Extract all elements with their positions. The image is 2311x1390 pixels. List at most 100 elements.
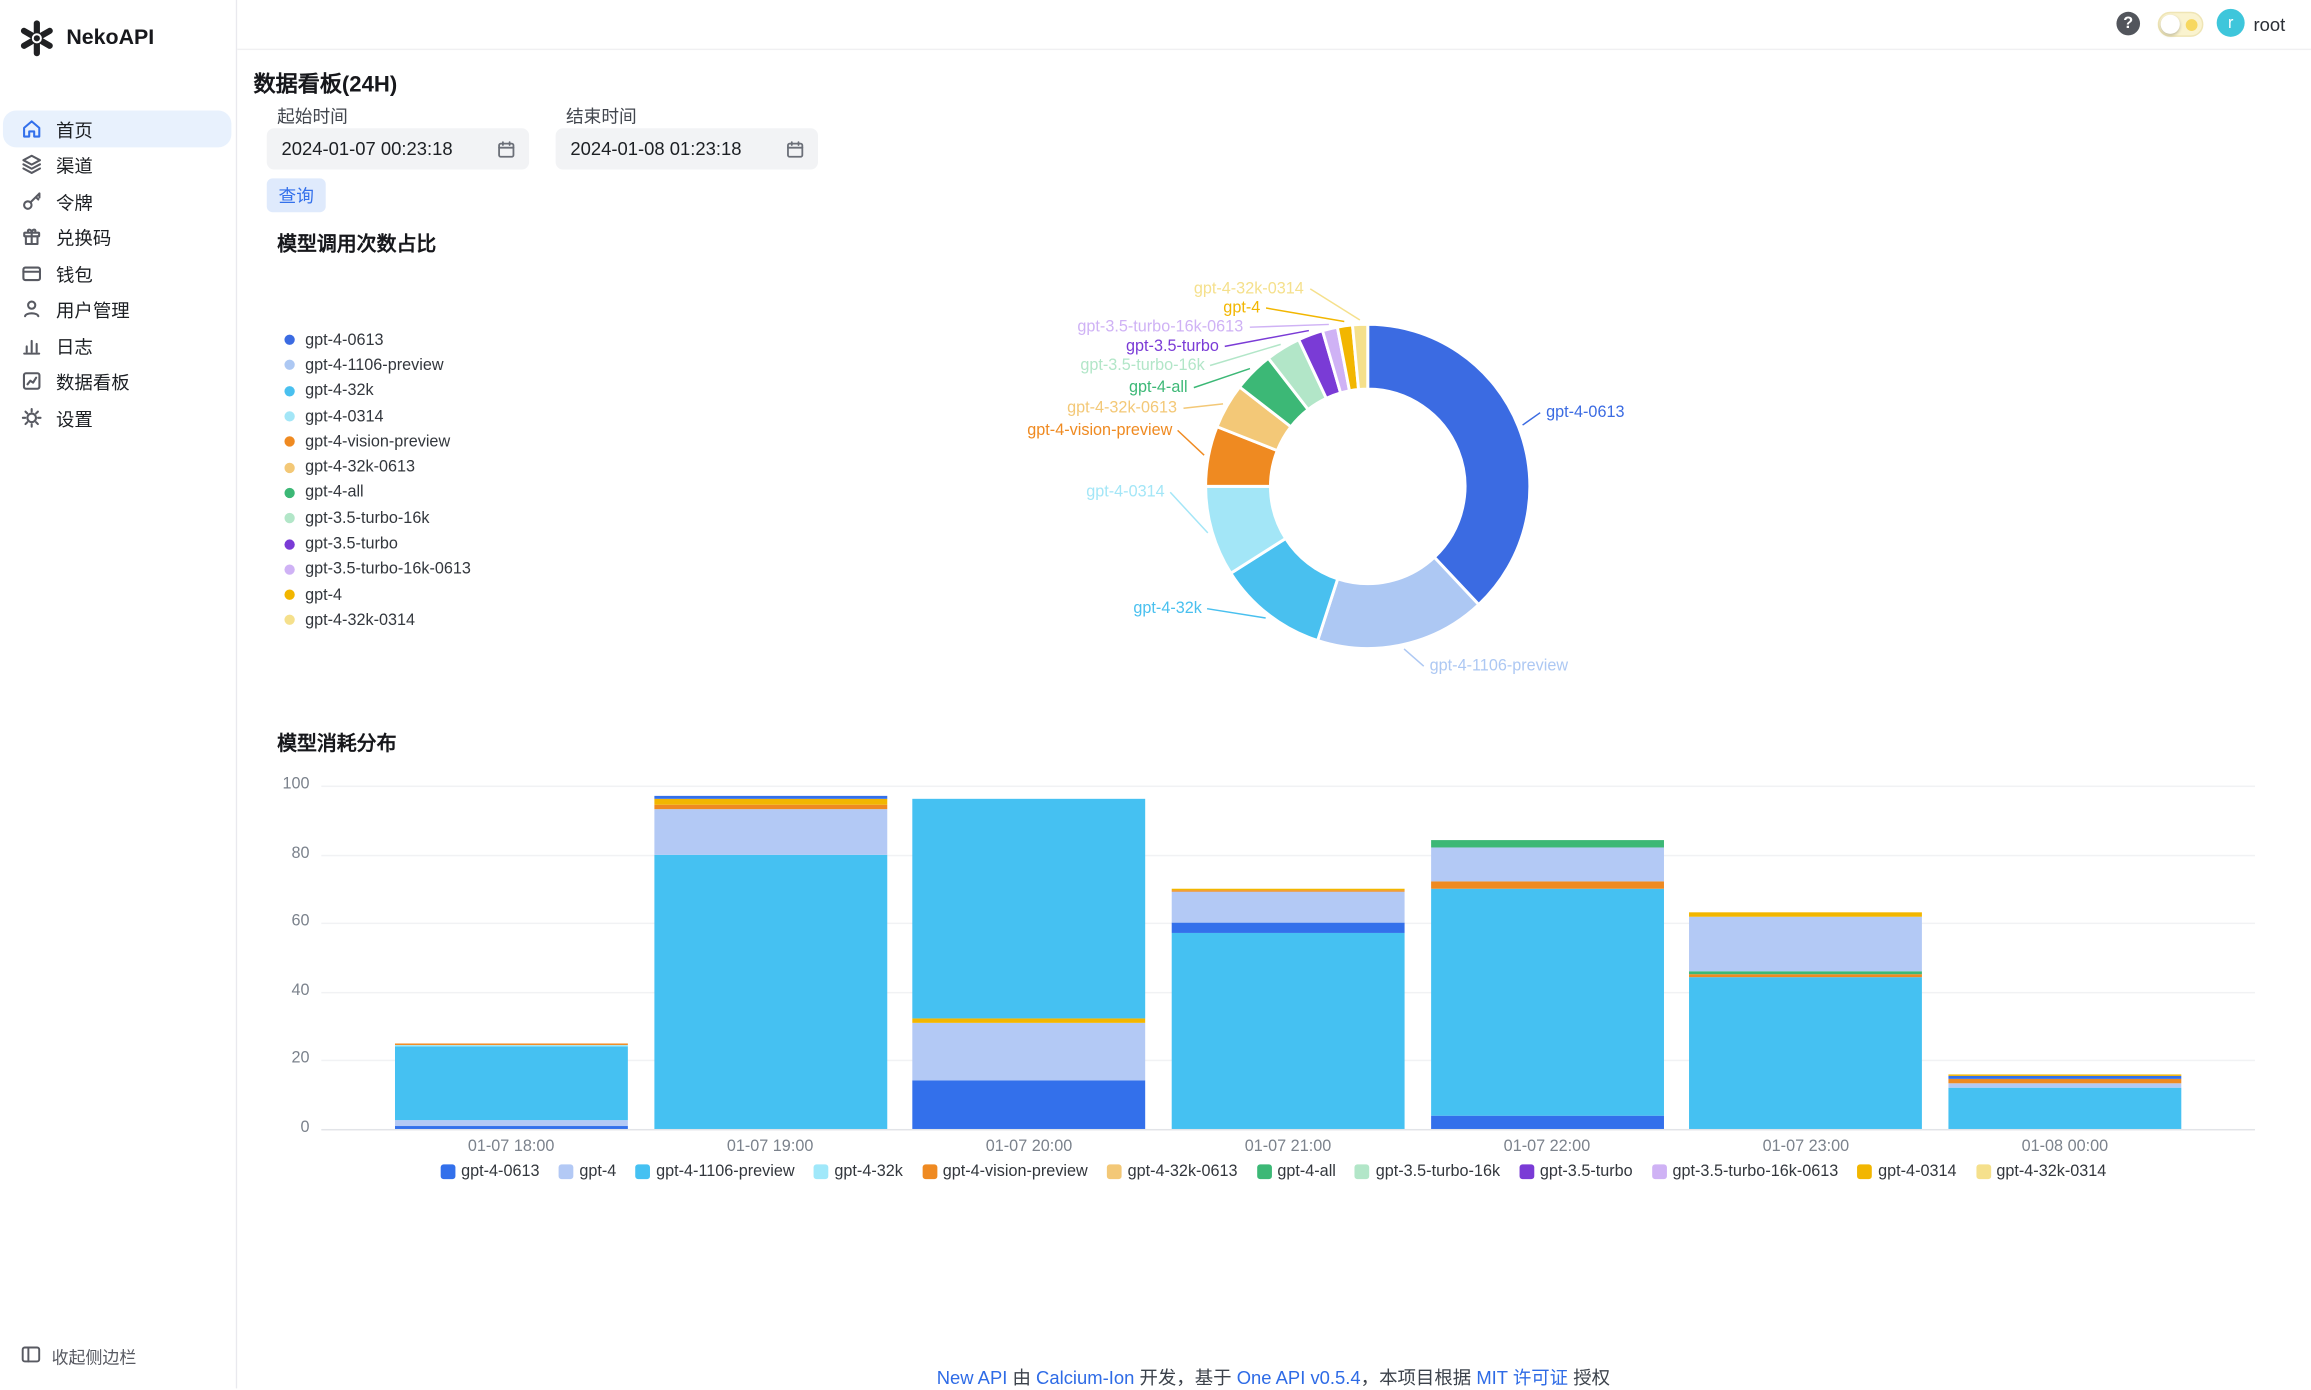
theme-toggle[interactable] [2157,11,2204,37]
bar-01-07-22-00[interactable] [1430,786,1664,1129]
sidebar-item-home[interactable]: 首页 [2,110,232,147]
collapse-sidebar-icon [21,1344,42,1369]
sidebar-item-label: 日志 [56,337,93,358]
collapse-sidebar-button[interactable]: 收起侧边栏 [21,1344,137,1369]
bar-01-08-00-00[interactable] [1948,786,2182,1129]
legend-swatch-icon [1975,1164,1991,1180]
pie-legend-label: gpt-4-32k-0613 [305,458,416,477]
bar-legend-label: gpt-4-32k-0314 [1996,1162,2107,1181]
bar-01-07-23-00[interactable] [1689,786,1923,1129]
gridline [321,854,2255,856]
bar-segment-gpt-4-vision-preview [394,1043,628,1045]
sidebar-item-dashboard[interactable]: 数据看板 [3,363,231,399]
bar-legend-label: gpt-4-0314 [1878,1162,1957,1181]
bar-01-07-18-00[interactable] [394,786,628,1129]
x-axis-label: 01-08 00:00 [2021,1137,2109,1156]
bar-chart-title: 模型消耗分布 [277,732,397,755]
bar-01-07-20-00[interactable] [912,786,1146,1129]
pie-legend-item-gpt-3.5-turbo[interactable]: gpt-3.5-turbo [284,531,470,556]
end-time-input[interactable]: 2024-01-08 01:23:18 [555,128,818,170]
pie-legend-item-gpt-4-32k-0314[interactable]: gpt-4-32k-0314 [284,608,470,633]
calendar-icon[interactable] [497,139,516,158]
pie-legend-label: gpt-4-vision-preview [305,433,451,451]
bar-legend-item-gpt-3.5-turbo[interactable]: gpt-3.5-turbo [1519,1163,1633,1181]
sidebar-nav: 首页渠道令牌 兑换码 钱包 用户管理日志数据看板设置 [2,110,232,436]
pie-legend-item-gpt-4[interactable]: gpt-4 [284,582,470,607]
bar-segment-gpt-4-1106-preview [1430,888,1664,1116]
pie-slice-gpt-4-0613[interactable] [1366,322,1532,607]
pie-legend-item-gpt-3.5-turbo-16k[interactable]: gpt-3.5-turbo-16k [284,506,470,531]
dashboard-icon [21,370,43,392]
footer-link[interactable]: New API [936,1367,1008,1389]
pie-legend-item-gpt-4-all[interactable]: gpt-4-all [284,480,470,505]
pie-slice-gpt-4-32k-0314[interactable] [1350,322,1370,392]
start-time-value: 2024-01-07 00:23:18 [281,138,453,160]
pie-slice-label-gpt-4-all: gpt-4-all [1128,378,1188,397]
bar-legend-item-gpt-4-0314[interactable]: gpt-4-0314 [1857,1162,1957,1181]
legend-swatch-icon [558,1164,574,1180]
bar-legend-item-gpt-4-1106-preview[interactable]: gpt-4-1106-preview [635,1163,795,1181]
bar-legend-item-gpt-4-all[interactable]: gpt-4-all [1256,1163,1336,1181]
avatar[interactable]: r [2216,8,2245,37]
pie-legend-item-gpt-4-32k-0613[interactable]: gpt-4-32k-0613 [284,455,470,480]
x-axis-label: 01-07 20:00 [985,1137,1073,1156]
footer-link[interactable]: One API v0.5.4 [1236,1367,1361,1389]
legend-dot-icon [284,538,295,550]
sidebar-item-tokens[interactable]: 令牌 [3,183,231,219]
pie-legend-item-gpt-4-vision-preview[interactable]: gpt-4-vision-preview [284,429,470,454]
bar-legend-item-gpt-4-vision-preview[interactable]: gpt-4-vision-preview [922,1163,1088,1181]
page-title: 数据看板(24H) [253,72,398,98]
legend-dot-icon [284,334,295,346]
pie-slice-label-gpt-3.5-turbo-16k-0613: gpt-3.5-turbo-16k-0613 [1077,318,1244,337]
pie-legend-item-gpt-4-0613[interactable]: gpt-4-0613 [284,327,470,352]
bar-legend-item-gpt-4-0613[interactable]: gpt-4-0613 [440,1163,540,1181]
pie-legend-item-gpt-4-0314[interactable]: gpt-4-0314 [284,404,470,429]
sidebar-item-logs[interactable]: 日志 [3,327,231,363]
pie-legend-label: gpt-4-0613 [305,331,384,349]
bar-legend: gpt-4-0613 gpt-4 gpt-4-1106-preview gpt-4-3… [237,1163,2309,1181]
sidebar-item-label: 首页 [56,120,93,142]
sidebar-item-settings[interactable]: 设置 [3,399,231,435]
calendar-icon[interactable] [786,139,805,158]
bar-segment-gpt-4 [912,1022,1146,1081]
sidebar-item-wallet[interactable]: 钱包 [3,255,231,291]
pie-legend-item-gpt-4-32k[interactable]: gpt-4-32k [284,378,470,403]
sidebar-item-channels[interactable]: 渠道 [3,147,231,183]
bar-legend-item-gpt-3.5-turbo-16k[interactable]: gpt-3.5-turbo-16k [1355,1163,1500,1181]
start-time-input[interactable]: 2024-01-07 00:23:18 [266,128,530,170]
query-button[interactable]: 查询 [266,178,326,213]
bar-segment-gpt-4 [1430,847,1664,882]
bar-legend-item-gpt-4-32k[interactable]: gpt-4-32k [813,1163,903,1181]
legend-swatch-icon [440,1164,456,1180]
footer-text: 授权 [1568,1367,1611,1389]
sidebar-item-label: 设置 [56,409,93,430]
legend-dot-icon [284,615,295,626]
start-time-label: 起始时间 [277,106,348,127]
bar-01-07-19-00[interactable] [653,786,887,1129]
y-axis-label: 60 [291,912,310,931]
legend-swatch-icon [1519,1164,1534,1180]
redemptions-icon [21,226,43,248]
brand: NekoAPI [18,19,155,57]
pie-legend-item-gpt-4-1106-preview[interactable]: gpt-4-1106-preview [284,353,470,378]
x-axis-label: 01-07 21:00 [1244,1137,1332,1156]
bar-segment-gpt-4-0314 [653,799,887,805]
pie-legend-item-gpt-3.5-turbo-16k-0613[interactable]: gpt-3.5-turbo-16k-0613 [284,557,471,582]
bar-legend-item-gpt-4-32k-0314[interactable]: gpt-4-32k-0314 [1975,1162,2107,1181]
help-icon[interactable]: ? [2116,11,2141,36]
footer-link[interactable]: Calcium-Ion [1036,1367,1135,1389]
bar-legend-item-gpt-4[interactable]: gpt-4 [558,1163,616,1181]
sidebar-item-label: 渠道 [56,156,93,178]
bar-legend-item-gpt-4-32k-0613[interactable]: gpt-4-32k-0613 [1106,1163,1238,1181]
footer-link[interactable]: MIT 许可证 [1476,1367,1569,1389]
bar-01-07-21-00[interactable] [1171,786,1405,1129]
legend-dot-icon [284,360,295,371]
sidebar-item-users[interactable]: 用户管理 [3,291,231,327]
bar-legend-item-gpt-3.5-turbo-16k-0613[interactable]: gpt-3.5-turbo-16k-0613 [1651,1163,1838,1181]
pie-legend: gpt-4-0613 gpt-4-1106-preview gpt-4-32k gpt… [284,327,471,633]
pie-slice-label-gpt-4-32k-0613: gpt-4-32k-0613 [1067,399,1178,418]
bar-segment-gpt-4-vision-preview [1171,890,1405,893]
sidebar-item-redemptions[interactable]: 兑换码 [3,219,231,255]
y-axis-label: 0 [300,1118,310,1137]
